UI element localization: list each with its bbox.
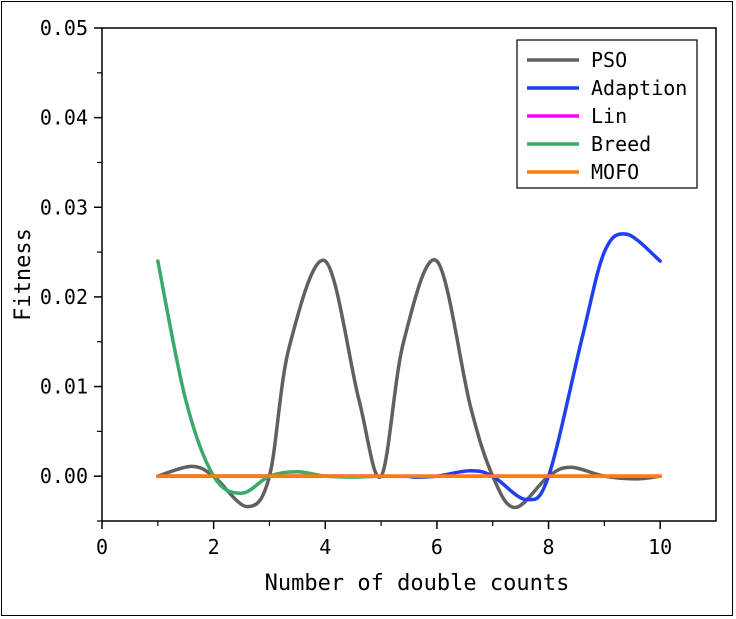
x-axis-title: Number of double counts (265, 571, 570, 596)
legend-box (516, 39, 698, 189)
y-tick-label: 0.00 (40, 464, 88, 488)
x-tick-label: 8 (543, 535, 555, 559)
series-line-adaption (156, 232, 662, 502)
x-tick-label: 4 (319, 535, 331, 559)
y-tick-label: 0.04 (40, 106, 88, 130)
y-axis-title: Fitness (11, 228, 36, 321)
x-tick-label: 10 (648, 535, 672, 559)
y-tick-label: 0.01 (40, 375, 88, 399)
y-tick-label: 0.03 (40, 195, 88, 219)
series-layer (156, 232, 662, 510)
plot-border (101, 27, 717, 522)
y-tick-label: 0.02 (40, 285, 88, 309)
x-tick-label: 2 (208, 535, 220, 559)
axes-layer: 0 2 4 6 8 10 0.00 0.01 0.02 0.03 0.04 0.05 (40, 16, 672, 559)
legend-label-lin: Lin (591, 104, 627, 128)
y-tick-label: 0.05 (40, 16, 88, 40)
legend-label-pso: PSO (591, 48, 627, 72)
legend: PSO Adaption Lin Breed MOFO (516, 39, 698, 189)
x-tick-label: 6 (431, 535, 443, 559)
legend-label-adaption: Adaption (591, 76, 687, 100)
plot-area (101, 27, 717, 522)
x-tick-label: 0 (96, 535, 108, 559)
series-line-pso (156, 258, 662, 510)
legend-label-breed: Breed (591, 132, 651, 156)
series-line-breed (156, 259, 383, 495)
legend-label-mofo: MOFO (591, 160, 639, 184)
